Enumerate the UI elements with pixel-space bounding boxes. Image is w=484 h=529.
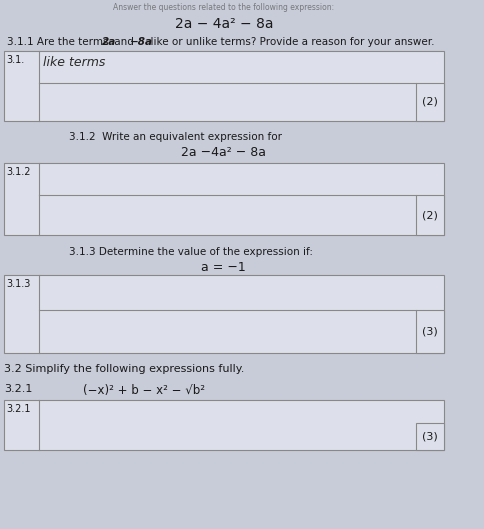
Text: (3): (3) bbox=[422, 431, 438, 441]
Text: 3.1.2  Write an equivalent expression for: 3.1.2 Write an equivalent expression for bbox=[69, 132, 282, 142]
Text: like terms: like terms bbox=[44, 56, 106, 69]
Text: 3.2 Simplify the following expressions fully.: 3.2 Simplify the following expressions f… bbox=[4, 364, 244, 374]
Text: 2a − 4a² − 8a: 2a − 4a² − 8a bbox=[175, 17, 273, 31]
Text: 2a: 2a bbox=[102, 37, 116, 47]
Bar bbox=[416, 195, 444, 235]
Text: (2): (2) bbox=[422, 210, 438, 220]
Text: like or unlike terms? Provide a reason for your answer.: like or unlike terms? Provide a reason f… bbox=[144, 37, 435, 47]
Text: a = −1: a = −1 bbox=[201, 261, 246, 274]
Bar bbox=[4, 163, 444, 235]
Text: and: and bbox=[111, 37, 137, 47]
Text: (3): (3) bbox=[422, 326, 438, 336]
Text: 3.1.: 3.1. bbox=[6, 55, 25, 65]
Bar bbox=[416, 310, 444, 353]
Text: 3.1.3 Determine the value of the expression if:: 3.1.3 Determine the value of the express… bbox=[69, 247, 313, 257]
Text: 3.1.1 Are the terms: 3.1.1 Are the terms bbox=[7, 37, 112, 47]
Text: (−x)² + b − x² − √b²: (−x)² + b − x² − √b² bbox=[83, 384, 205, 397]
Text: 2a −4a² − 8a: 2a −4a² − 8a bbox=[182, 146, 266, 159]
Bar bbox=[4, 51, 444, 121]
Text: 3.2.1: 3.2.1 bbox=[6, 404, 31, 414]
Text: Answer the questions related to the following expression:: Answer the questions related to the foll… bbox=[113, 3, 334, 12]
Text: 3.1.2: 3.1.2 bbox=[6, 167, 31, 177]
Bar bbox=[416, 423, 444, 450]
Bar bbox=[416, 83, 444, 121]
Text: (2): (2) bbox=[422, 97, 438, 107]
Bar bbox=[4, 400, 444, 450]
Text: 3.1.3: 3.1.3 bbox=[6, 279, 31, 289]
Text: −8a: −8a bbox=[130, 37, 152, 47]
Bar bbox=[4, 275, 444, 353]
Text: 3.2.1: 3.2.1 bbox=[4, 384, 32, 394]
